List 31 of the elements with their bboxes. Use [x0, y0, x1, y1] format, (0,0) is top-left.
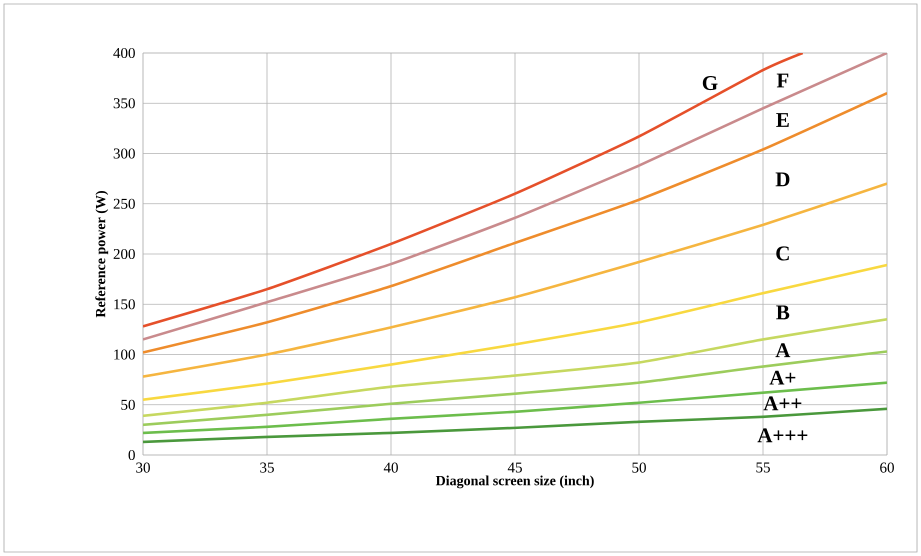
line-series	[143, 53, 804, 328]
line-series	[143, 53, 888, 341]
y-tick-label: 100	[114, 349, 135, 360]
x-axis-title: Diagonal screen size (inch)	[436, 475, 594, 488]
y-tick-label: 200	[114, 248, 135, 260]
y-tick-label: 350	[114, 98, 135, 108]
annotation: C	[776, 246, 789, 261]
annotation: A	[775, 343, 790, 358]
x-tick-label: 30	[136, 462, 150, 473]
annotation: B	[776, 306, 790, 320]
annotation: E	[776, 113, 789, 127]
x-tick-label: 55	[756, 462, 770, 472]
y-tick-label: 300	[114, 148, 135, 159]
annotation: D	[776, 172, 790, 186]
annotation: A+	[769, 370, 796, 385]
x-tick-label: 35	[260, 462, 274, 473]
x-tick-label: 40	[384, 462, 398, 473]
y-tick-label: 250	[114, 198, 135, 209]
y-tick-label: 150	[114, 299, 135, 310]
y-tick-label: 50	[121, 400, 135, 410]
y-axis-title: Reference power (W)	[95, 191, 108, 318]
annotation: F	[776, 74, 788, 88]
line-series	[143, 318, 888, 418]
annotation: A++	[764, 396, 802, 410]
annotation: G	[702, 76, 718, 90]
x-tick-label: 60	[880, 462, 894, 473]
x-tick-label: 50	[632, 462, 646, 473]
annotation: A+++	[758, 428, 808, 442]
y-tick-label: 400	[113, 48, 135, 58]
y-tick-label: 0	[128, 450, 135, 460]
x-tick-label: 45	[508, 462, 522, 473]
